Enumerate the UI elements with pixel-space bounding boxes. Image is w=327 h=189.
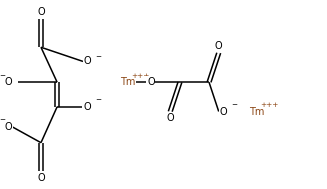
Text: Tm: Tm xyxy=(120,77,135,87)
Text: +++: +++ xyxy=(131,73,149,79)
Text: −: − xyxy=(95,97,101,103)
Text: O: O xyxy=(84,102,92,112)
Text: O: O xyxy=(37,173,45,183)
Text: O: O xyxy=(147,77,155,87)
Text: O: O xyxy=(84,57,92,66)
Text: O: O xyxy=(37,7,45,17)
Text: Tm: Tm xyxy=(250,107,265,116)
Text: O: O xyxy=(220,107,227,116)
Text: O: O xyxy=(166,113,174,123)
Text: O: O xyxy=(215,41,223,51)
Text: −: − xyxy=(0,73,5,79)
Text: −: − xyxy=(95,54,101,60)
Text: O: O xyxy=(4,77,12,87)
Text: −: − xyxy=(0,117,5,123)
Text: +++: +++ xyxy=(260,102,279,108)
Text: O: O xyxy=(4,122,12,132)
Text: −: − xyxy=(231,102,237,108)
